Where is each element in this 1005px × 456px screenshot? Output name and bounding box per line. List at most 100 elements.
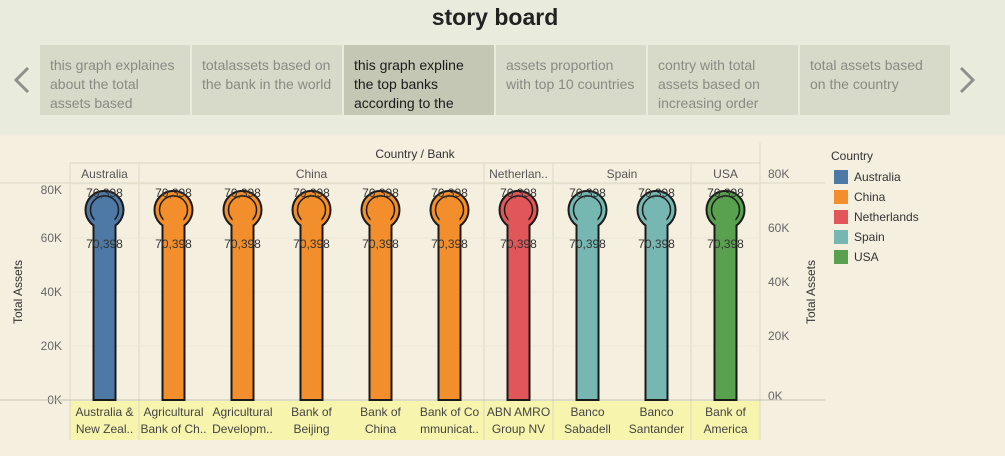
y2-axis-title: Total Assets [804,260,818,324]
bar-neck [439,211,460,232]
value-label: 70,398 [431,237,468,251]
legend-swatch [834,230,848,244]
value-label-top: 70,398 [707,186,744,200]
group-header: USA [713,167,738,181]
legend: Country Australia China Netherlands Spai… [831,149,919,267]
legend-label: USA [854,250,879,264]
legend-swatch [834,190,848,204]
chevron-left-icon[interactable] [10,62,34,98]
y-tick-label: 80K [41,183,62,197]
bar-neck [508,211,529,232]
group-header: Spain [607,167,638,181]
category-label-band [70,401,760,440]
legend-item-australia[interactable]: Australia [831,167,919,187]
category-label: New Zeal.. [76,422,133,436]
bar-neck [646,211,667,232]
legend-item-usa[interactable]: USA [831,247,919,267]
chevron-right-icon[interactable] [955,62,979,98]
value-label-top: 70,398 [638,186,675,200]
category-label: Bank of [291,405,332,419]
category-label: Bank of Co [420,405,480,419]
legend-item-spain[interactable]: Spain [831,227,919,247]
story-point-2-text: totalassets based on the bank in the wor… [202,57,332,92]
group-header: Australia [81,167,128,181]
bar-neck [163,211,184,232]
value-label: 70,398 [86,237,123,251]
group-header: Netherlan.. [489,167,548,181]
bar-neck [301,211,322,232]
category-label: Beijing [293,422,329,436]
story-point-3[interactable]: this graph expline the top banks accordi… [344,45,494,115]
category-label: Developm.. [212,422,273,436]
story-point-2[interactable]: totalassets based on the bank in the wor… [192,45,342,115]
legend-label: Australia [854,170,901,184]
value-label-top: 70,398 [431,186,468,200]
value-label: 70,398 [362,237,399,251]
legend-label: China [854,190,886,204]
bar-neck [715,211,736,232]
value-label: 70,398 [569,237,606,251]
bar-neck [370,211,391,232]
legend-item-china[interactable]: China [831,187,919,207]
value-label: 70,398 [155,237,192,251]
value-label: 70,398 [500,237,537,251]
category-label: Bank of [705,405,746,419]
group-header: China [296,167,328,181]
category-label: Agricultural [143,405,203,419]
story-point-6-text: total assets based on the country [810,57,923,92]
story-point-1[interactable]: this graph explaines about the total ass… [40,45,190,115]
category-label: Group NV [492,422,545,436]
story-point-5-text: contry with total assets based on increa… [658,57,760,111]
y2-tick-label: 40K [768,275,789,289]
y-axis-title: Total Assets [11,260,25,324]
value-label-top: 70,398 [569,186,606,200]
legend-title: Country [831,149,874,163]
value-label-top: 70,398 [86,186,123,200]
category-label: America [703,422,747,436]
value-label-top: 70,398 [224,186,261,200]
value-label: 70,398 [707,237,744,251]
value-label-top: 70,398 [155,186,192,200]
value-label-top: 70,398 [500,186,537,200]
category-label: Sabadell [564,422,611,436]
legend-swatch [834,250,848,264]
legend-label: Netherlands [854,210,919,224]
y-tick-label: 40K [41,285,62,299]
value-label: 70,398 [224,237,261,251]
story-point-5[interactable]: contry with total assets based on increa… [648,45,798,115]
category-label: Banco [570,405,604,419]
story-point-4-text: assets proportion with top 10 countries [506,57,635,92]
category-label: Banco [639,405,673,419]
y-tick-label: 60K [41,231,62,245]
y2-tick-label: 0K [768,389,783,403]
story-point-3-text: this graph expline the top banks accordi… [354,57,464,111]
header-title: Country / Bank [375,147,455,161]
bar-neck [94,211,115,232]
y2-tick-label: 60K [768,221,789,235]
category-label: mmunicat.. [420,422,479,436]
category-label: ABN AMRO [487,405,550,419]
legend-item-netherlands[interactable]: Netherlands [831,207,919,227]
category-label: Bank of [360,405,401,419]
category-label: Agricultural [212,405,272,419]
bar-neck [232,211,253,232]
category-label: Bank of Ch.. [140,422,206,436]
category-label: China [365,422,397,436]
story-point-6[interactable]: total assets based on the country [800,45,950,115]
legend-swatch [834,170,848,184]
value-label: 70,398 [293,237,330,251]
category-label: Australia & [75,405,133,419]
bar-neck [577,211,598,232]
y2-tick-label: 20K [768,329,789,343]
value-label-top: 70,398 [362,186,399,200]
story-point-4[interactable]: assets proportion with top 10 countries [496,45,646,115]
story-title: story board [431,4,559,30]
y2-tick-label: 80K [768,167,789,181]
story-point-1-text: this graph explaines about the total ass… [50,57,175,111]
value-label: 70,398 [638,237,675,251]
value-label-top: 70,398 [293,186,330,200]
category-label: Santander [629,422,684,436]
legend-label: Spain [854,230,885,244]
y-tick-label: 20K [41,339,62,353]
